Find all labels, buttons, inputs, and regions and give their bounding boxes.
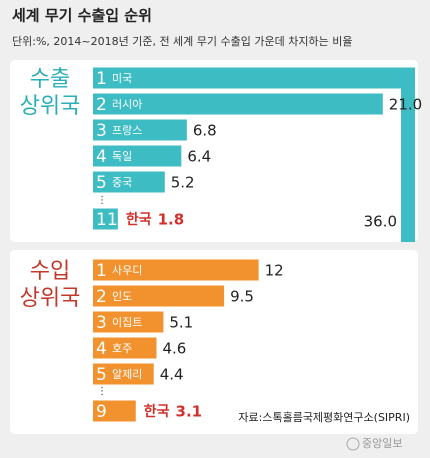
category-label: 러시아 xyxy=(112,98,142,111)
bar xyxy=(93,400,136,422)
rank: 4 xyxy=(96,147,107,167)
value-label: 3.1 xyxy=(176,403,203,421)
rank: 1 xyxy=(96,261,107,281)
rank: 4 xyxy=(96,339,107,359)
rank: 9 xyxy=(96,402,107,422)
value-label: 6.8 xyxy=(193,122,217,140)
rank: 1 xyxy=(96,69,107,89)
ellipsis: ⋮ xyxy=(97,386,107,397)
bar xyxy=(93,93,383,115)
publisher: 중앙일보 xyxy=(362,436,402,450)
panel-title: 상위국 xyxy=(20,94,81,119)
value-label: 1.8 xyxy=(158,211,185,229)
category-label: 이집트 xyxy=(112,316,142,329)
bar xyxy=(93,363,154,385)
source: 자료:스톡홀름국제평화연구소(SIPRI) xyxy=(238,411,410,424)
category-label: 사우디 xyxy=(112,264,142,277)
rank: 2 xyxy=(96,287,107,307)
category-label: 한국 xyxy=(144,404,170,420)
bar xyxy=(93,145,182,167)
category-label: 독일 xyxy=(112,149,132,163)
category-label: 미국 xyxy=(112,72,132,85)
bar xyxy=(93,119,187,141)
value-label: 6.4 xyxy=(187,148,211,166)
rank: 3 xyxy=(96,121,107,141)
value-label: 12 xyxy=(265,262,284,280)
bar xyxy=(93,259,259,281)
ellipsis: ⋮ xyxy=(97,195,107,206)
rank: 3 xyxy=(96,313,107,333)
category-label: 프랑스 xyxy=(112,124,142,137)
rank: 5 xyxy=(96,173,107,193)
bar xyxy=(93,337,157,359)
value-label: 36.0 xyxy=(364,213,397,231)
category-label: 한국 xyxy=(126,212,152,228)
category-label: 알제리 xyxy=(112,367,142,381)
bar xyxy=(93,285,225,307)
rank: 11 xyxy=(96,210,118,230)
bar xyxy=(93,171,165,193)
bar xyxy=(93,311,164,333)
bar xyxy=(93,67,415,242)
value-label: 5.1 xyxy=(169,314,193,332)
value-label: 21.0 xyxy=(389,96,422,114)
panel-title: 수입 xyxy=(30,259,70,284)
title: 세계 무기 수출입 순위 xyxy=(12,7,152,25)
value-label: 9.5 xyxy=(230,288,254,306)
bar xyxy=(93,208,118,230)
subtitle: 단위:%, 2014~2018년 기준, 전 세계 무기 수출입 가운데 차지하… xyxy=(12,34,352,48)
logo-mark xyxy=(346,437,360,451)
category-label: 인도 xyxy=(112,290,132,303)
panel-title: 수출 xyxy=(30,67,70,92)
category-label: 호주 xyxy=(112,342,132,355)
panel-title: 상위국 xyxy=(20,286,81,311)
value-label: 4.4 xyxy=(160,366,184,384)
category-label: 중국 xyxy=(112,176,132,189)
rank: 5 xyxy=(96,365,107,385)
rank: 2 xyxy=(96,95,107,115)
value-label: 5.2 xyxy=(171,174,195,192)
value-label: 4.6 xyxy=(162,340,186,358)
